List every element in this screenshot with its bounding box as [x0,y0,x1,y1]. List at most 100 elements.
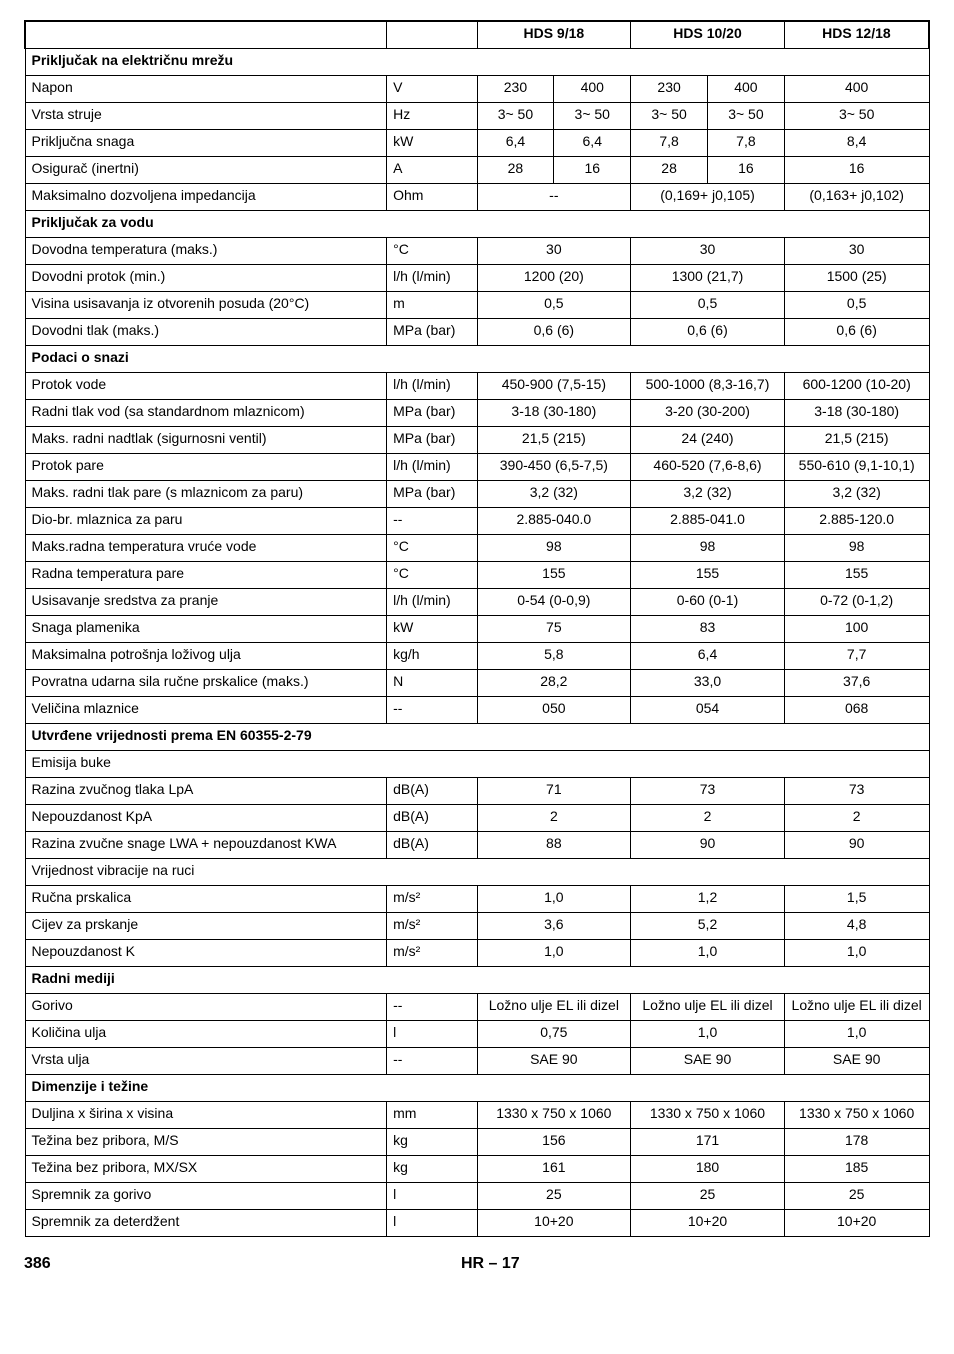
row-fuel-tank: Spremnik za gorivo l 25 25 25 [25,1183,929,1210]
val: 0,5 [631,292,785,319]
val: 3-18 (30-180) [477,400,631,427]
val: 3~ 50 [784,103,929,130]
val: 98 [631,535,785,562]
unit: dB(A) [387,832,477,859]
val: 5,2 [631,913,785,940]
val: 1,0 [631,1021,785,1048]
row-impedance: Maksimalno dozvoljena impedancija Ohm --… [25,184,929,211]
row-working-pressure: Radni tlak vod (sa standardnom mlaznicom… [25,400,929,427]
label: Priključna snaga [25,130,387,157]
val: 1,2 [631,886,785,913]
unit: m/s² [387,940,477,967]
row-burner: Snaga plamenika kW 75 83 100 [25,616,929,643]
val: 0-60 (0-1) [631,589,785,616]
val: 7,8 [631,130,708,157]
val: 3~ 50 [631,103,708,130]
val: 5,8 [477,643,631,670]
val: 0-72 (0-1,2) [784,589,929,616]
val: 3-20 (30-200) [631,400,785,427]
val: 28 [631,157,708,184]
val: 25 [631,1183,785,1210]
val: 390-450 (6,5-7,5) [477,454,631,481]
val: 2 [784,805,929,832]
hdr-2: HDS 10/20 [631,21,785,49]
val: 83 [631,616,785,643]
row-weight-mxsx: Težina bez pribora, MX/SX kg 161 180 185 [25,1156,929,1183]
unit: l/h (l/min) [387,373,477,400]
val: 180 [631,1156,785,1183]
unit: V [387,76,477,103]
val: 37,6 [784,670,929,697]
val: 161 [477,1156,631,1183]
label: Nepouzdanost K [25,940,387,967]
unit: l/h (l/min) [387,589,477,616]
unit: kW [387,616,477,643]
val: 155 [784,562,929,589]
section-vib: Vrijednost vibracije na ruci [25,859,929,886]
val: 054 [631,697,785,724]
val: 0,6 (6) [477,319,631,346]
val: 1,5 [784,886,929,913]
val: 6,4 [554,130,631,157]
row-steam-nozzle: Dio-br. mlaznica za paru -- 2.885-040.0 … [25,508,929,535]
unit: kW [387,130,477,157]
unit: -- [387,508,477,535]
row-hotwater-max: Maks.radna temperatura vruće vode °C 98 … [25,535,929,562]
row-detergent: Usisavanje sredstva za pranje l/h (l/min… [25,589,929,616]
val: 0,6 (6) [784,319,929,346]
val: -- [477,184,631,211]
section-media: Radni mediji [25,967,929,994]
unit: l [387,1210,477,1237]
row-steam-flow: Protok pare l/h (l/min) 390-450 (6,5-7,5… [25,454,929,481]
val: 185 [784,1156,929,1183]
val: (0,163+ j0,102) [784,184,929,211]
val: 460-520 (7,6-8,6) [631,454,785,481]
unit: m/s² [387,913,477,940]
val: Ložno ulje EL ili dizel [477,994,631,1021]
val: 1500 (25) [784,265,929,292]
row-recoil: Povratna udarna sila ručne prskalice (ma… [25,670,929,697]
val: 156 [477,1129,631,1156]
row-vib-lance: Cijev za prskanje m/s² 3,6 5,2 4,8 [25,913,929,940]
label: Usisavanje sredstva za pranje [25,589,387,616]
label: Duljina x širina x visina [25,1102,387,1129]
unit: °C [387,238,477,265]
val: 3,2 (32) [784,481,929,508]
val: 1,0 [784,1021,929,1048]
val: 3,2 (32) [631,481,785,508]
row-voltage: Napon V 230 400 230 400 400 [25,76,929,103]
val: SAE 90 [784,1048,929,1075]
page-code: HR – 17 [461,1255,520,1273]
val: 73 [784,778,929,805]
val: 3,6 [477,913,631,940]
val: 400 [784,76,929,103]
val: 1300 (21,7) [631,265,785,292]
unit: -- [387,697,477,724]
label: Povratna udarna sila ručne prskalice (ma… [25,670,387,697]
label: Gorivo [25,994,387,1021]
val: 450-900 (7,5-15) [477,373,631,400]
val: 178 [784,1129,929,1156]
val: 28 [477,157,554,184]
val: 550-610 (9,1-10,1) [784,454,929,481]
label: Razina zvučnog tlaka LpA [25,778,387,805]
section-dim: Dimenzije i težine [25,1075,929,1102]
unit: °C [387,535,477,562]
unit: -- [387,994,477,1021]
label: Osigurač (inertni) [25,157,387,184]
val: 21,5 (215) [784,427,929,454]
val: 1,0 [631,940,785,967]
page-number: 386 [24,1255,51,1273]
label: Maksimalna potrošnja loživog ulja [25,643,387,670]
label: Maks.radna temperatura vruće vode [25,535,387,562]
val: 98 [477,535,631,562]
row-over-pressure: Maks. radni nadtlak (sigurnosni ventil) … [25,427,929,454]
label: Nepouzdanost KpA [25,805,387,832]
val: 0,6 (6) [631,319,785,346]
val: 0,75 [477,1021,631,1048]
val: 25 [784,1183,929,1210]
unit: dB(A) [387,805,477,832]
unit: MPa (bar) [387,481,477,508]
val: Ložno ulje EL ili dizel [631,994,785,1021]
section-en: Utvrđene vrijednosti prema EN 60355-2-79 [25,724,929,751]
